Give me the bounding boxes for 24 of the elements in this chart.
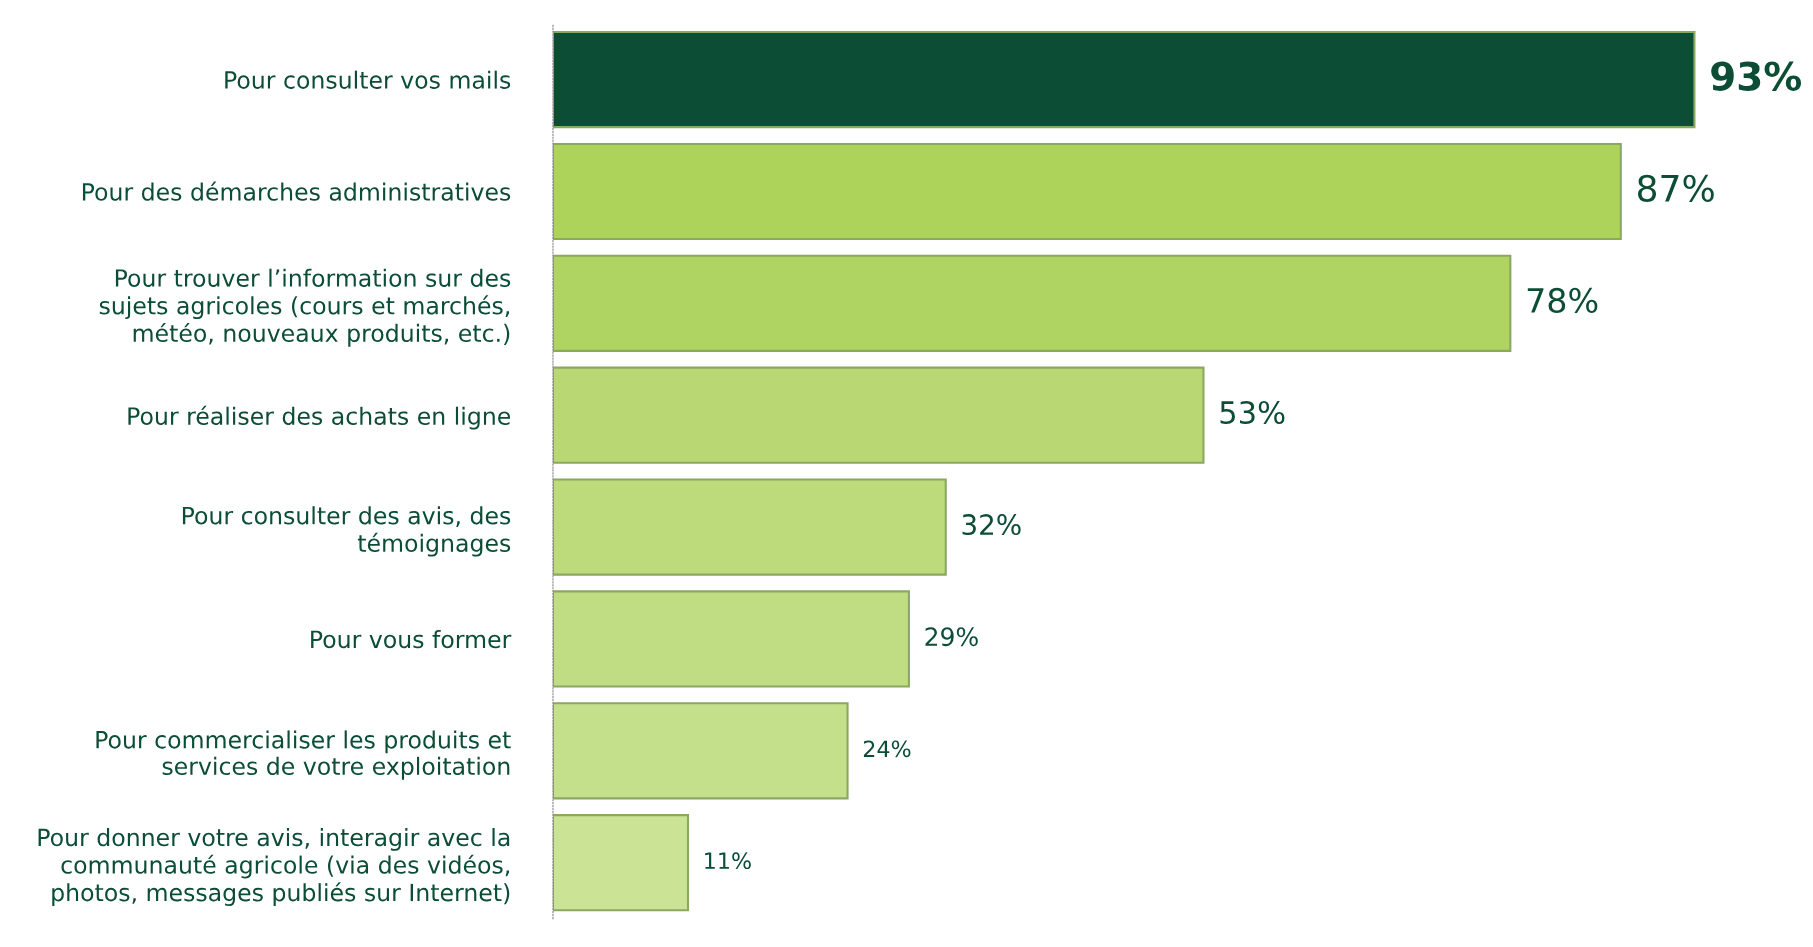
bar [552, 31, 1696, 129]
data-label: 32% [962, 514, 1021, 536]
bar [552, 702, 849, 800]
bar [552, 478, 947, 576]
y-tick-label: Pour trouver l’information sur des sujets agricoles (cours et marchés, météo, nouveaux produits, etc.) [99, 268, 511, 347]
data-label: 29% [925, 627, 978, 647]
y-tick-label: Pour donner votre avis, interagir avec la communauté agricole (via des vidéos, photos, messages publiés sur Internet) [38, 828, 510, 906]
data-label: 24% [863, 740, 911, 758]
bar [552, 366, 1205, 464]
y-tick-label: Pour des démarches administratives [82, 181, 511, 201]
data-label: 78% [1527, 287, 1598, 314]
y-tick-label: Pour réaliser des achats en ligne [128, 405, 511, 430]
bar [552, 590, 910, 688]
data-label: 93% [1711, 61, 1802, 91]
y-tick-label: Pour commercialiser les produits et services de votre exploitation [96, 730, 511, 780]
y-tick-label: Pour consulter vos mails [225, 70, 511, 89]
bar [552, 254, 1512, 352]
bar [552, 814, 690, 912]
y-tick-label: Pour consulter des avis, des témoignages [182, 506, 511, 557]
y-tick-label: Pour vous former [311, 629, 512, 649]
bar [552, 142, 1622, 241]
data-label: 53% [1220, 400, 1285, 425]
data-label: 11% [705, 852, 751, 870]
data-label: 87% [1637, 174, 1714, 202]
